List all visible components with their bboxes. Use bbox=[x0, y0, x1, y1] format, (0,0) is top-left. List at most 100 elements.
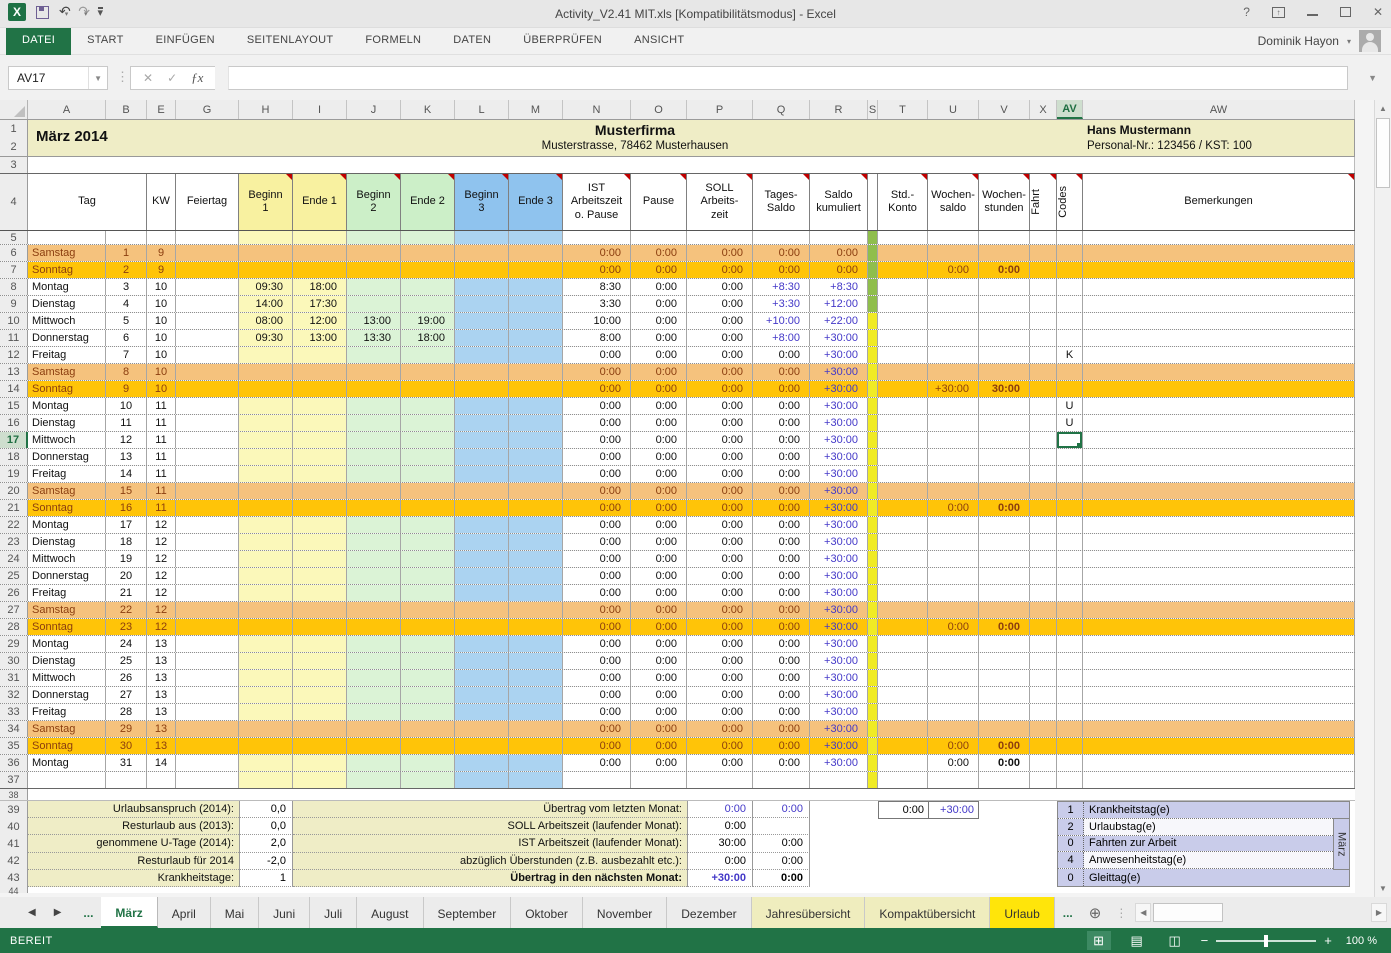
cell-G[interactable] bbox=[176, 231, 239, 244]
cell-fahrt[interactable] bbox=[1030, 466, 1057, 482]
cell-day[interactable]: Montag bbox=[28, 517, 106, 533]
cell-day[interactable]: Samstag bbox=[28, 721, 106, 737]
cell-bemerkung[interactable] bbox=[1083, 704, 1355, 720]
column-header-A[interactable]: A bbox=[28, 100, 106, 119]
cell-soll[interactable]: 0:00 bbox=[687, 364, 753, 380]
cell-ende1[interactable] bbox=[293, 755, 347, 771]
cell-beginn2[interactable] bbox=[347, 466, 401, 482]
cell-date[interactable]: 2 bbox=[106, 262, 147, 278]
cell-ende2[interactable] bbox=[401, 670, 455, 686]
cell-beginn2[interactable] bbox=[347, 602, 401, 618]
sheet-tab-dezember[interactable]: Dezember bbox=[667, 897, 751, 928]
cell-ende2[interactable] bbox=[401, 245, 455, 261]
cell-wochensaldo[interactable] bbox=[928, 670, 979, 686]
cell-ist[interactable]: 0:00 bbox=[563, 517, 631, 533]
cell-beginn1[interactable] bbox=[239, 449, 293, 465]
page-layout-view-icon[interactable]: ▤ bbox=[1125, 931, 1149, 950]
chevron-down-icon[interactable]: ▼ bbox=[88, 67, 107, 89]
cell-saldokumuliert[interactable]: +30:00 bbox=[810, 364, 868, 380]
cell-saldokumuliert[interactable]: +30:00 bbox=[810, 568, 868, 584]
cell-soll[interactable]: 0:00 bbox=[687, 636, 753, 652]
cell-stdkonto[interactable] bbox=[878, 585, 928, 601]
cell-day[interactable]: Mittwoch bbox=[28, 432, 106, 448]
cell-ist[interactable]: 0:00 bbox=[563, 687, 631, 703]
cell-X[interactable] bbox=[1030, 772, 1057, 788]
cell-ist[interactable]: 0:00 bbox=[563, 568, 631, 584]
cell-pause[interactable]: 0:00 bbox=[631, 704, 687, 720]
cell-ist[interactable]: 0:00 bbox=[563, 364, 631, 380]
cell-weekband[interactable] bbox=[868, 381, 878, 397]
cell-day[interactable]: Samstag bbox=[28, 245, 106, 261]
cell-bemerkung[interactable] bbox=[1083, 687, 1355, 703]
cell-weekband[interactable] bbox=[868, 721, 878, 737]
cell-stdkonto[interactable] bbox=[878, 466, 928, 482]
cell-wochenstunden[interactable] bbox=[979, 687, 1030, 703]
cell-ende1[interactable] bbox=[293, 415, 347, 431]
cell-beginn3[interactable] bbox=[455, 755, 509, 771]
column-header-AV[interactable]: AV bbox=[1057, 100, 1083, 119]
cell-ende3[interactable] bbox=[509, 721, 563, 737]
cell-wochensaldo[interactable] bbox=[928, 245, 979, 261]
cell-stdkonto[interactable] bbox=[878, 687, 928, 703]
cell-kw[interactable]: 11 bbox=[147, 483, 176, 499]
summary-mid-value1[interactable]: +30:00 bbox=[687, 870, 753, 887]
cell-weekband[interactable] bbox=[868, 636, 878, 652]
cell-ist[interactable]: 0:00 bbox=[563, 738, 631, 754]
cell-saldokumuliert[interactable]: +30:00 bbox=[810, 466, 868, 482]
cell-ist[interactable]: 3:30 bbox=[563, 296, 631, 312]
cell-ist[interactable]: 0:00 bbox=[563, 670, 631, 686]
cell-tagessaldo[interactable]: 0:00 bbox=[753, 602, 810, 618]
cell-soll[interactable]: 0:00 bbox=[687, 415, 753, 431]
cell-ist[interactable]: 0:00 bbox=[563, 585, 631, 601]
cell-ende3[interactable] bbox=[509, 670, 563, 686]
row-header-14[interactable]: 14 bbox=[0, 381, 28, 397]
cell-weekband[interactable] bbox=[868, 262, 878, 278]
column-header-K[interactable]: K bbox=[401, 100, 455, 119]
cell-ist[interactable]: 10:00 bbox=[563, 313, 631, 329]
cell-kw[interactable]: 10 bbox=[147, 296, 176, 312]
cell-stdkonto[interactable] bbox=[878, 279, 928, 295]
cell-feiertag[interactable] bbox=[176, 653, 239, 669]
cell-ist[interactable]: 0:00 bbox=[563, 466, 631, 482]
cell-ende3[interactable] bbox=[509, 738, 563, 754]
cell-beginn3[interactable] bbox=[455, 653, 509, 669]
cell-date[interactable]: 28 bbox=[106, 704, 147, 720]
vertical-scrollbar[interactable]: ▲ ▼ bbox=[1374, 100, 1391, 897]
cell-O[interactable] bbox=[631, 231, 687, 244]
cell-ist[interactable]: 0:00 bbox=[563, 449, 631, 465]
cell-ende2[interactable] bbox=[401, 687, 455, 703]
column-header-I[interactable]: I bbox=[293, 100, 347, 119]
cell-saldokumuliert[interactable]: +30:00 bbox=[810, 500, 868, 516]
cell-code[interactable] bbox=[1057, 602, 1083, 618]
cell-ende1[interactable] bbox=[293, 721, 347, 737]
cell-code[interactable] bbox=[1057, 330, 1083, 346]
cell-pause[interactable]: 0:00 bbox=[631, 313, 687, 329]
cell-R[interactable] bbox=[810, 231, 868, 244]
cell-bemerkung[interactable] bbox=[1083, 347, 1355, 363]
cell-pause[interactable]: 0:00 bbox=[631, 500, 687, 516]
cell-feiertag[interactable] bbox=[176, 687, 239, 703]
cell-weekband[interactable] bbox=[868, 534, 878, 550]
row-header-40[interactable]: 40 bbox=[0, 818, 28, 835]
cell-fahrt[interactable] bbox=[1030, 415, 1057, 431]
cell-beginn3[interactable] bbox=[455, 330, 509, 346]
cell-ende2[interactable] bbox=[401, 415, 455, 431]
header-b1[interactable]: Beginn 1 bbox=[239, 174, 293, 230]
cell-beginn2[interactable] bbox=[347, 636, 401, 652]
cell-feiertag[interactable] bbox=[176, 347, 239, 363]
cell-ende3[interactable] bbox=[509, 245, 563, 261]
cell-ende3[interactable] bbox=[509, 500, 563, 516]
cell-ist[interactable]: 0:00 bbox=[563, 602, 631, 618]
column-header-M[interactable]: M bbox=[509, 100, 563, 119]
cell-tagessaldo[interactable]: 0:00 bbox=[753, 551, 810, 567]
cell-fahrt[interactable] bbox=[1030, 636, 1057, 652]
cell-beginn2[interactable] bbox=[347, 653, 401, 669]
cell-soll[interactable]: 0:00 bbox=[687, 279, 753, 295]
cell-ende3[interactable] bbox=[509, 364, 563, 380]
cell-ende3[interactable] bbox=[509, 602, 563, 618]
cell-pause[interactable]: 0:00 bbox=[631, 619, 687, 635]
ribbon-tab-datei[interactable]: DATEI bbox=[6, 28, 71, 55]
cell-beginn3[interactable] bbox=[455, 313, 509, 329]
cell-ende3[interactable] bbox=[509, 585, 563, 601]
cell-code[interactable] bbox=[1057, 500, 1083, 516]
